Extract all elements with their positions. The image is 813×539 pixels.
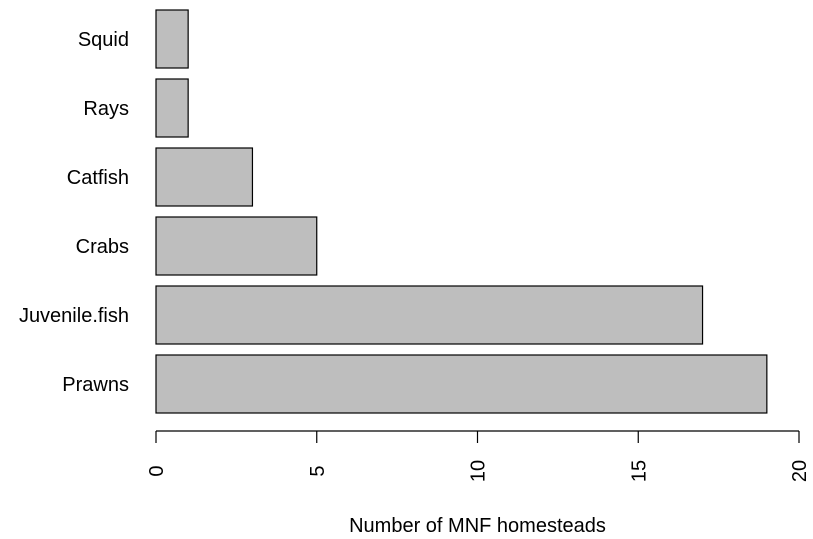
- category-label: Juvenile.fish: [19, 305, 129, 327]
- category-label: Crabs: [76, 236, 129, 258]
- x-tick-label: 15: [628, 460, 650, 482]
- category-labels: Squid Rays Catfish Crabs Juvenile.fish Prawns: [19, 29, 129, 396]
- bar-rays: [155, 78, 189, 138]
- x-axis: 0 5 10 15 20: [146, 430, 811, 482]
- bars-group: [155, 9, 768, 414]
- category-label: Catfish: [67, 167, 129, 189]
- bar-juvenile-fish: [155, 285, 704, 345]
- x-axis-title: Number of MNF homesteads: [349, 515, 606, 537]
- category-label: Prawns: [62, 374, 129, 396]
- category-label: Squid: [78, 29, 129, 51]
- x-tick-label: 5: [307, 465, 329, 476]
- x-tick-label: 0: [146, 465, 168, 476]
- x-tick-label: 20: [789, 460, 811, 482]
- x-tick-label: 10: [468, 460, 490, 482]
- bar-prawns: [155, 354, 768, 414]
- bar-crabs: [155, 216, 318, 276]
- bar-catfish: [155, 147, 254, 207]
- bar-squid: [155, 9, 189, 69]
- category-label: Rays: [83, 98, 129, 120]
